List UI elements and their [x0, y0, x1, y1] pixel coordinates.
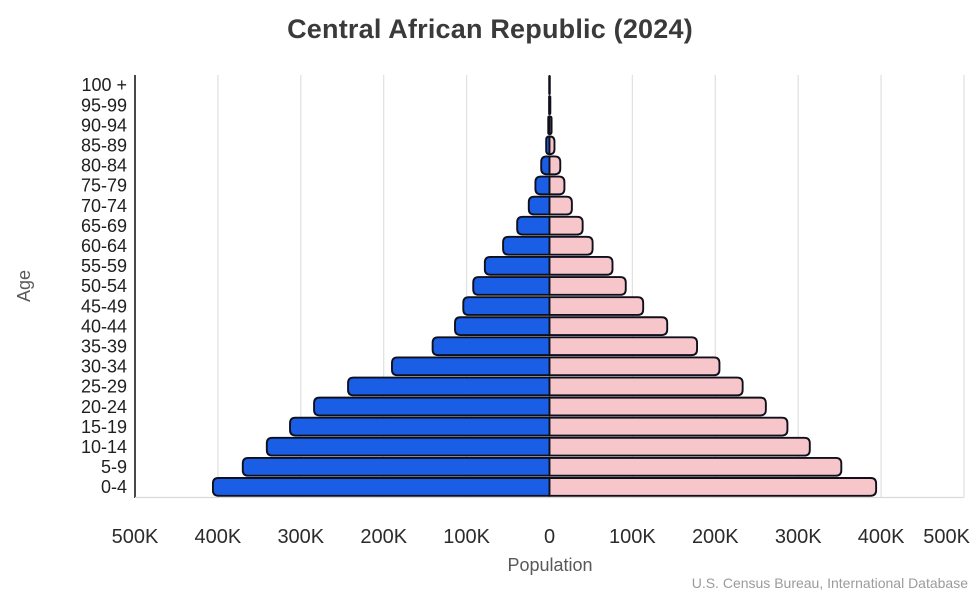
male-bar-75-79 [534, 175, 551, 196]
y-tick-label: 85-89 [81, 136, 127, 156]
female-bar-35-39 [548, 336, 699, 357]
male-bar-80-84 [540, 155, 551, 176]
y-axis-title: Age [14, 270, 34, 302]
y-tick-label: 55-59 [81, 256, 127, 276]
male-bar-40-44 [454, 316, 551, 336]
y-tick-label: 15-19 [81, 417, 127, 437]
source-attribution: U.S. Census Bureau, International Databa… [691, 575, 968, 591]
female-bar-55-59 [548, 256, 614, 276]
x-tick-label: 300K [277, 526, 324, 548]
y-tick-label: 90-94 [81, 115, 127, 135]
y-tick-label: 30-34 [81, 357, 127, 377]
x-tick-label: 0 [544, 526, 555, 548]
y-tick-label: 100 + [81, 75, 127, 95]
y-tick-label: 75-79 [81, 176, 127, 196]
male-bar-5-9 [241, 456, 551, 477]
y-tick-label: 35-39 [81, 336, 127, 356]
x-tick-label: 100K [443, 526, 490, 548]
x-tick-label: 300K [775, 526, 822, 548]
x-axis-title: Population [507, 555, 592, 575]
female-bar-15-19 [548, 416, 789, 437]
female-bar-65-69 [548, 215, 584, 236]
female-bar-10-14 [548, 436, 811, 457]
y-tick-label: 25-29 [81, 377, 127, 397]
y-tick-label: 50-54 [81, 276, 127, 296]
female-bar-80-84 [548, 155, 562, 176]
male-bars [211, 75, 551, 497]
female-bar-30-34 [548, 356, 721, 377]
x-tick-label: 200K [692, 526, 739, 548]
male-bar-10-14 [265, 436, 551, 457]
female-bar-25-29 [548, 376, 744, 397]
male-bar-0-4 [211, 477, 551, 497]
y-tick-label: 5-9 [101, 457, 127, 477]
x-tick-label: 500K [923, 526, 970, 548]
female-bar-40-44 [548, 316, 669, 336]
male-bar-55-59 [483, 256, 551, 276]
x-tick-label: 400K [195, 526, 242, 548]
male-bar-45-49 [462, 296, 551, 316]
male-bar-30-34 [391, 356, 551, 377]
y-tick-label: 65-69 [81, 216, 127, 236]
x-tick-label: 100K [609, 526, 656, 548]
male-bar-70-74 [527, 195, 551, 216]
female-bar-45-49 [548, 296, 645, 316]
female-bar-95-99 [548, 95, 552, 115]
female-bar-50-54 [548, 276, 627, 296]
male-bar-20-24 [313, 396, 551, 417]
male-bar-15-19 [289, 416, 551, 437]
male-bar-25-29 [347, 376, 551, 397]
y-tick-label: 60-64 [81, 236, 127, 256]
male-bar-35-39 [431, 336, 551, 357]
male-bar-50-54 [472, 276, 551, 296]
y-tick-label: 40-44 [81, 316, 127, 336]
female-bar-70-74 [548, 195, 573, 216]
y-tick-label: 70-74 [81, 196, 127, 216]
female-bar-60-64 [548, 235, 594, 256]
y-axis-tick-labels: 100 +95-9990-9485-8980-8475-7970-7465-69… [81, 75, 127, 497]
y-tick-label: 45-49 [81, 296, 127, 316]
female-bar-20-24 [548, 396, 767, 417]
grid-layer [134, 75, 965, 499]
male-bar-65-69 [516, 215, 551, 236]
y-tick-label: 0-4 [101, 477, 127, 497]
y-tick-label: 20-24 [81, 397, 127, 417]
y-tick-label: 95-99 [81, 95, 127, 115]
x-axis-tick-labels: 500K 400K 300K 200K 100K 0 100K 200K 300K 400K 500… [112, 526, 971, 548]
female-bar-0-4 [548, 477, 878, 497]
female-bar-90-94 [548, 115, 553, 136]
y-tick-label: 80-84 [81, 156, 127, 176]
female-bar-5-9 [548, 456, 843, 477]
x-tick-label: 200K [360, 526, 407, 548]
x-tick-label: 400K [858, 526, 905, 548]
female-bars [548, 75, 878, 497]
male-bar-60-64 [502, 235, 551, 256]
x-tick-label: 500K [112, 526, 159, 548]
female-bar-85-89 [548, 135, 556, 156]
y-tick-label: 10-14 [81, 437, 127, 457]
female-bar-75-79 [548, 175, 566, 196]
chart-title: Central African Republic (2024) [287, 14, 693, 44]
